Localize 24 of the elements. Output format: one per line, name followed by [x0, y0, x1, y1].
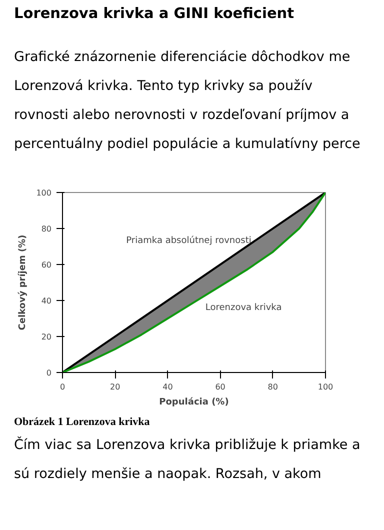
x-tick-label: 80: [268, 382, 278, 392]
y-axis-title: Celkový príjem (%): [17, 234, 28, 330]
text: Lorenzová krivka. Tento typ krivky sa použív: [14, 76, 314, 96]
text: Čím viac sa Lorenzova krivka približuje k priamke a: [14, 436, 360, 455]
x-tick-label: 100: [318, 382, 334, 392]
text: rovnosti alebo nerovnosti v rozdeľovaní príjmov a: [14, 106, 350, 125]
x-tick-label: 60: [215, 382, 226, 392]
text: Obrázek 1 Lorenzova krivka: [14, 415, 151, 430]
y-tick-label: 80: [41, 224, 52, 234]
x-axis-title: Populácia (%): [159, 396, 229, 408]
text: percentuálny podiel populácie a kumulatívny perce: [14, 134, 360, 154]
series-label: Lorenzova krivka: [205, 302, 282, 313]
y-tick-label: 20: [41, 332, 52, 342]
y-tick-label: 100: [36, 188, 52, 198]
text: Grafické znázornenie diferenciácie dôchodkov me: [14, 48, 352, 67]
x-tick-label: 40: [162, 382, 173, 392]
y-tick-label: 40: [41, 296, 52, 306]
x-tick-label: 20: [110, 382, 120, 392]
text: sú rozdiely menšie a naopak. Rozsah, v akom: [14, 464, 322, 484]
x-tick-label: 0: [60, 382, 66, 392]
y-tick-label: 60: [41, 260, 52, 270]
y-tick-label: 0: [46, 368, 52, 378]
chart-title: Lorenzova krivka a GINI koeficient: [14, 5, 296, 24]
series-label: Priamka absolútnej rovnosti: [126, 235, 252, 246]
